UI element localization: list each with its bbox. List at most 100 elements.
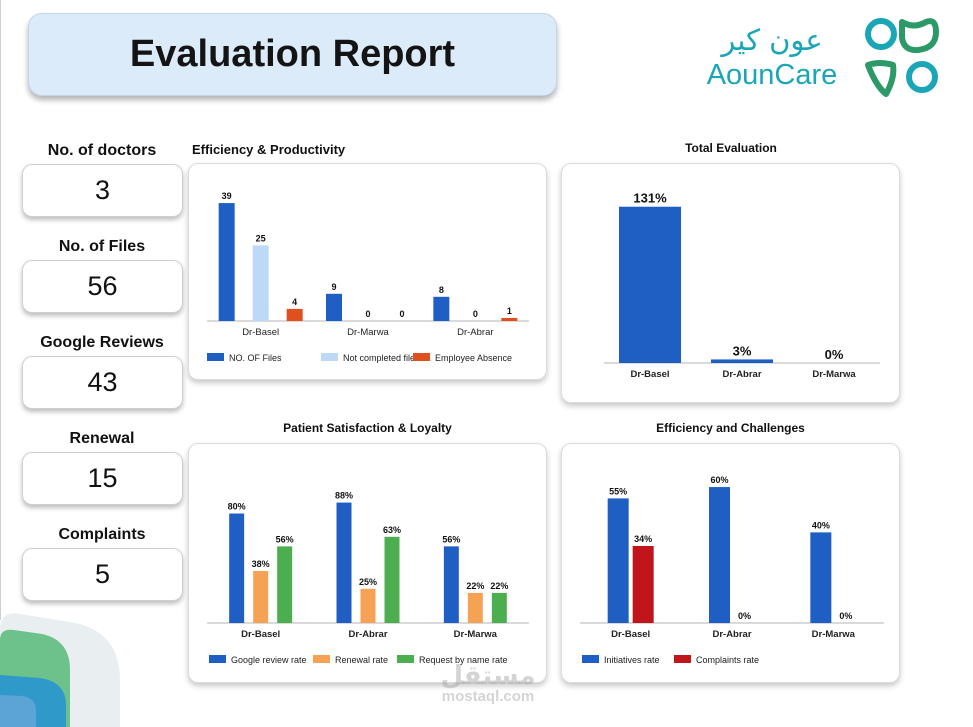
data-label-complaints-rate-dr-abrar: 0% xyxy=(738,611,751,621)
category-label-dr-marwa: Dr-Marwa xyxy=(454,629,498,640)
watermark-latin: mostaql.com xyxy=(441,688,535,705)
stat-label-google-reviews: Google Reviews xyxy=(40,334,164,351)
data-label-initiatives-rate-dr-basel: 55% xyxy=(609,486,627,496)
logo-latin-text: AounCare xyxy=(707,59,838,91)
bar-employee-absence-dr-abrar xyxy=(501,317,518,321)
chart-title-efficiency-productivity: Efficiency & Productivity xyxy=(192,142,346,157)
bar-initiatives-rate-dr-abrar xyxy=(709,487,730,623)
legend-label-complaints-rate: Complaints rate xyxy=(696,655,759,665)
legend-label-renewal-rate: Renewal rate xyxy=(335,655,388,665)
legend-label-initiatives-rate: Initiatives rate xyxy=(604,655,660,665)
data-label-employee-absence-dr-abrar: 1 xyxy=(507,306,512,316)
bar-google-review-rate-dr-marwa xyxy=(443,546,459,623)
bar-no-of-files-dr-marwa xyxy=(326,293,342,321)
data-label-renewal-rate-dr-marwa: 22% xyxy=(466,581,484,591)
legend-label-request-by-name-rate: Request by name rate xyxy=(419,655,508,665)
data-label-total-evaluation-dr-basel: 131% xyxy=(633,191,667,206)
bar-total-evaluation-dr-abrar xyxy=(711,359,773,363)
chart-title-efficiency-challenges: Efficiency and Challenges xyxy=(656,421,805,435)
legend-swatch-complaints-rate xyxy=(674,655,691,663)
bar-renewal-rate-dr-abrar xyxy=(360,588,376,623)
data-label-total-evaluation-dr-abrar: 3% xyxy=(733,343,752,358)
data-label-total-evaluation-dr-marwa: 0% xyxy=(825,347,844,362)
stat-value-files: 56 xyxy=(22,260,183,313)
data-label-request-by-name-rate-dr-marwa: 22% xyxy=(490,581,508,591)
category-label-dr-basel: Dr-Basel xyxy=(241,629,280,640)
bar-no-of-files-dr-abrar xyxy=(433,296,450,321)
bar-not-completed-files-dr-basel xyxy=(252,245,269,321)
data-label-google-review-rate-dr-marwa: 56% xyxy=(442,534,460,544)
data-label-no-of-files-dr-basel: 39 xyxy=(222,191,232,201)
category-label-dr-marwa: Dr-Marwa xyxy=(812,369,856,380)
category-label-dr-abrar: Dr-Abrar xyxy=(457,327,493,338)
bar-renewal-rate-dr-basel xyxy=(253,571,269,623)
aouncare-logo: عون كير AounCare xyxy=(707,18,939,97)
data-label-renewal-rate-dr-basel: 38% xyxy=(252,559,270,569)
data-label-initiatives-rate-dr-abrar: 60% xyxy=(710,475,728,485)
chart-panel-efficiency-productivity: 39 25 4 Dr-Basel 9 0 0 Dr-Marwa 8 0 1 Dr-Abrar NO. O… xyxy=(188,163,547,380)
data-label-employee-absence-dr-marwa: 0 xyxy=(399,309,404,319)
category-label-dr-basel: Dr-Basel xyxy=(611,629,650,640)
watermark-arabic: مستقل xyxy=(440,660,536,690)
stat-label-complaints: Complaints xyxy=(58,526,146,543)
chart-panel-efficiency-challenges: 55% 34% Dr-Basel 60% 0% Dr-Abrar 40% 0% Dr-Marwa… xyxy=(561,443,900,683)
bar-total-evaluation-dr-basel xyxy=(619,206,681,363)
stat-value-doctors: 3 xyxy=(22,164,183,217)
data-label-complaints-rate-dr-marwa: 0% xyxy=(839,611,852,621)
legend-label-no-of-files: NO. OF Files xyxy=(229,353,282,363)
bar-request-by-name-rate-dr-abrar xyxy=(384,536,400,623)
page-title: Evaluation Report xyxy=(129,33,456,75)
bar-request-by-name-rate-dr-basel xyxy=(277,546,293,623)
data-label-complaints-rate-dr-basel: 34% xyxy=(634,534,652,544)
chart-panel-total-evaluation: 131% Dr-Basel 3% Dr-Abrar 0% Dr-Marwa xyxy=(561,163,900,403)
data-label-employee-absence-dr-basel: 4 xyxy=(292,297,297,307)
bar-initiatives-rate-dr-marwa xyxy=(810,532,832,623)
chart-total-evaluation: 131% Dr-Basel 3% Dr-Abrar 0% Dr-Marwa xyxy=(604,191,880,380)
category-label-dr-basel: Dr-Basel xyxy=(242,327,279,338)
stat-label-renewal: Renewal xyxy=(69,430,135,447)
category-label-dr-marwa: Dr-Marwa xyxy=(812,629,856,640)
legend-label-employee-absence: Employee Absence xyxy=(435,353,512,363)
legend-swatch-renewal-rate xyxy=(313,655,330,663)
stat-label-files: No. of Files xyxy=(58,238,146,255)
chart-title-patient-satisfaction: Patient Satisfaction & Loyalty xyxy=(283,421,452,435)
bar-renewal-rate-dr-marwa xyxy=(467,592,483,623)
data-label-google-review-rate-dr-basel: 80% xyxy=(228,502,246,512)
legend-swatch-request-by-name-rate xyxy=(397,655,414,663)
report-title-banner: Evaluation Report xyxy=(28,13,557,96)
legend-swatch-initiatives-rate xyxy=(582,655,599,663)
category-label-dr-abrar: Dr-Abrar xyxy=(722,369,761,380)
legend-label-google-review-rate: Google review rate xyxy=(231,655,307,665)
bar-complaints-rate-dr-basel xyxy=(632,545,654,623)
data-label-not-completed-files-dr-basel: 25 xyxy=(256,233,266,243)
left-edge-rule xyxy=(0,0,1,620)
bar-google-review-rate-dr-basel xyxy=(229,513,245,623)
bar-initiatives-rate-dr-basel xyxy=(607,498,629,623)
logo-arabic-text: عون كير xyxy=(719,23,822,57)
data-label-google-review-rate-dr-abrar: 88% xyxy=(335,491,353,501)
category-label-dr-marwa: Dr-Marwa xyxy=(347,327,389,338)
chart-efficiency-challenges: 55% 34% Dr-Basel 60% 0% Dr-Abrar 40% 0% Dr-Marwa… xyxy=(580,475,884,665)
bar-employee-absence-dr-basel xyxy=(286,308,303,321)
legend-swatch-google-review-rate xyxy=(209,655,226,663)
decorative-corner-shapes xyxy=(0,613,120,727)
data-label-request-by-name-rate-dr-abrar: 63% xyxy=(383,525,401,535)
category-label-dr-basel: Dr-Basel xyxy=(630,369,669,380)
legend-label-not-completed-files: Not completed files xyxy=(343,353,420,363)
logo-mark-icon xyxy=(865,18,939,97)
stat-label-doctors: No. of doctors xyxy=(47,142,157,159)
category-label-dr-abrar: Dr-Abrar xyxy=(348,629,387,640)
data-label-initiatives-rate-dr-marwa: 40% xyxy=(812,520,830,530)
stat-value-google-reviews: 43 xyxy=(22,356,183,409)
chart-panel-patient-satisfaction: 80% 38% 56% Dr-Basel 88% 25% 63% Dr-Abrar 56% 22%… xyxy=(188,443,547,683)
legend-swatch-employee-absence xyxy=(413,353,430,361)
legend-swatch-not-completed-files xyxy=(321,353,338,361)
chart-title-total-evaluation: Total Evaluation xyxy=(685,141,777,155)
chart-patient-satisfaction: 80% 38% 56% Dr-Basel 88% 25% 63% Dr-Abrar 56% 22%… xyxy=(207,491,529,665)
data-label-request-by-name-rate-dr-basel: 56% xyxy=(276,534,294,544)
stat-value-complaints: 5 xyxy=(22,548,183,601)
data-label-renewal-rate-dr-abrar: 25% xyxy=(359,577,377,587)
chart-efficiency-productivity: 39 25 4 Dr-Basel 9 0 0 Dr-Marwa 8 0 1 Dr-Abrar NO. O… xyxy=(207,191,529,363)
data-label-no-of-files-dr-abrar: 8 xyxy=(439,285,444,295)
mostaql-watermark: مستقل mostaql.com xyxy=(428,662,548,705)
